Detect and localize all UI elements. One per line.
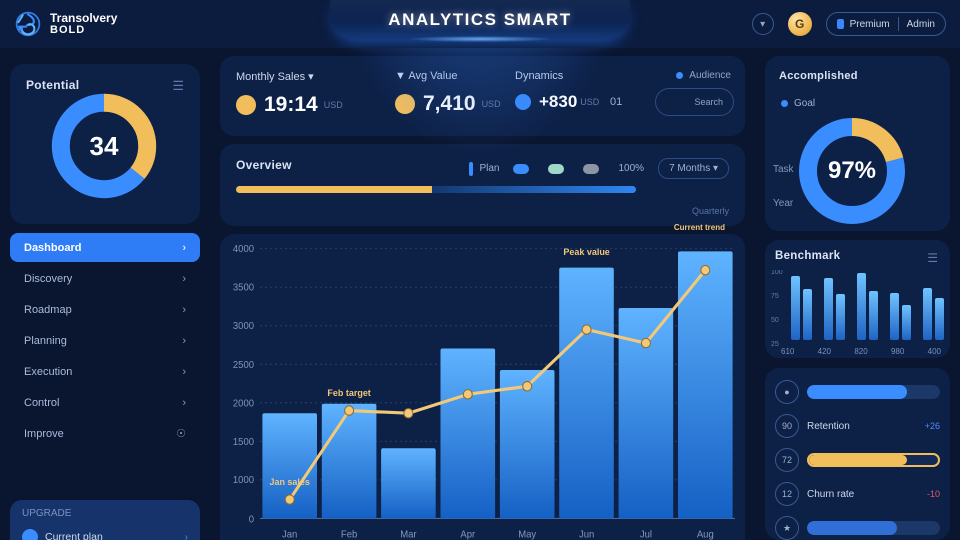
svg-text:50: 50	[771, 317, 779, 324]
svg-text:25: 25	[771, 341, 779, 348]
svg-text:Aug: Aug	[697, 529, 714, 540]
svg-text:2000: 2000	[233, 398, 255, 409]
svg-text:1000: 1000	[233, 475, 255, 486]
svg-text:May: May	[518, 529, 536, 540]
svg-text:Apr: Apr	[460, 529, 476, 540]
svg-text:Jun: Jun	[579, 529, 594, 540]
svg-text:75: 75	[771, 293, 779, 300]
svg-text:Mar: Mar	[400, 529, 417, 540]
svg-text:100: 100	[771, 270, 783, 276]
svg-text:3500: 3500	[233, 282, 255, 293]
svg-text:Jul: Jul	[640, 529, 652, 540]
svg-text:4000: 4000	[233, 244, 255, 255]
svg-text:3000: 3000	[233, 321, 255, 332]
svg-text:Jan: Jan	[282, 529, 297, 540]
svg-text:1500: 1500	[233, 437, 255, 448]
svg-text:2500: 2500	[233, 360, 255, 371]
svg-text:Feb: Feb	[341, 529, 357, 540]
svg-text:0: 0	[249, 514, 255, 525]
svg-text:Jan sales: Jan sales	[269, 477, 309, 487]
svg-text:Feb target: Feb target	[327, 388, 370, 398]
svg-text:Peak value: Peak value	[563, 247, 609, 257]
